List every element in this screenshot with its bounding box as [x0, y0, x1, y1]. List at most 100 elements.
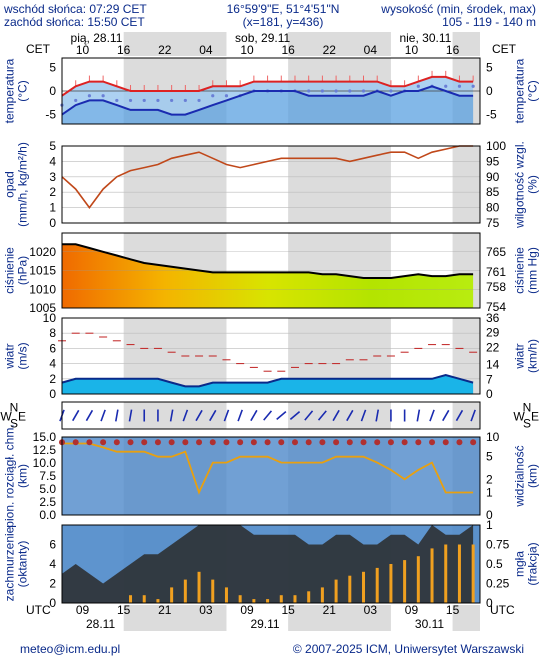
temp-ylabel-left: temperatura (°C): [3, 58, 30, 123]
cloud-ceiling-dot: [168, 439, 175, 446]
fog-bar: [307, 591, 311, 603]
cloud-ceiling-dot: [264, 439, 271, 446]
cloud-ceiling-dot: [346, 439, 353, 446]
sunrise-text: wschód słońca: 07:29 CET: [3, 2, 147, 16]
cloud-ylabel-left-line-1: (oktanty): [16, 541, 30, 588]
cloud-ceiling-dot: [360, 439, 367, 446]
fog-bar: [224, 587, 228, 603]
sunset-text: zachód słońca: 15:50 CET: [4, 15, 145, 29]
visibility-ylabel-right: widzialność (km): [513, 445, 540, 507]
dewpoint-point: [348, 89, 352, 93]
timezone-bottom-left: UTC: [26, 603, 51, 617]
fog-bar: [266, 599, 270, 603]
fog-bar: [183, 579, 187, 603]
cet-tick-9: 16: [446, 43, 460, 57]
fog-bar: [430, 548, 434, 603]
cloud-ceiling-dot: [305, 439, 312, 446]
cloud-ceiling-dot: [223, 439, 230, 446]
wind-direction-arrow: [237, 409, 243, 422]
utc-tick-0: 09: [76, 603, 90, 617]
cloud-ceiling-dot: [429, 439, 436, 446]
top-day-label-1: sob, 29.11: [235, 31, 290, 45]
fog-bar: [471, 544, 475, 603]
visibility-ytick-right-2: 2: [486, 472, 493, 486]
cloud-ceiling-dot: [333, 439, 340, 446]
night-band-precipitation_humidity-2: [452, 146, 480, 223]
wind-direction-arrow: [455, 409, 464, 422]
fog-ylabel-right: mgła (frakcja): [513, 542, 540, 585]
fog-bar: [238, 595, 242, 603]
panel-frame-cloud_fog: [61, 524, 481, 604]
panel-frame-temperature: [61, 57, 481, 125]
dewpoint-point: [74, 98, 78, 103]
footer-email[interactable]: meteo@icm.edu.pl: [20, 642, 120, 656]
coords-text: 16°59'9"E, 51°4'51"N: [227, 2, 340, 16]
ceiling-ylabel-left: pion. rozciągł. chm. (km): [3, 424, 30, 527]
precip-ytick-left-2: 2: [49, 185, 56, 199]
fog-ytick-right-2: 0.5: [486, 557, 503, 571]
pressure-mmhg-ytick-right-3: 765: [486, 245, 506, 259]
cloud-ylabel-left-line-0: zachmurzenie: [3, 526, 17, 601]
pressure-ytick-left-3: 1020: [29, 245, 56, 259]
compass-e-0: E: [18, 410, 26, 424]
wind-ytick-left-3: 6: [49, 341, 56, 355]
fog-ytick-right-0: 0: [486, 596, 493, 610]
cet-tick-8: 10: [405, 43, 419, 57]
temp-ytick-left-2: 5: [49, 60, 56, 74]
cloud-ytick-left-2: 4: [49, 557, 56, 571]
dewpoint-point: [156, 98, 160, 103]
visibility-ylabel-right-line-1: (km): [526, 464, 540, 488]
dewpoint-point: [211, 94, 215, 98]
fog-bar: [334, 579, 338, 603]
cloud-ceiling-dot: [442, 439, 449, 446]
wind-direction-arrow: [223, 409, 230, 422]
temp-max-line: [61, 75, 474, 97]
humidity-ylabel-right-line-0: wilgotność wzgl.: [513, 141, 527, 229]
cloud-ytick-left-1: 2: [49, 577, 56, 591]
night-band-precipitation_humidity-0: [123, 146, 227, 223]
wind-direction-arrow: [470, 409, 476, 422]
fog-bar: [375, 567, 379, 603]
timezone-top-left: CET: [26, 42, 51, 56]
pressure-ytick-left-1: 1010: [29, 282, 56, 296]
pressure-mmhg-ytick-right-2: 761: [486, 265, 506, 279]
wind-direction-arrow: [182, 409, 189, 422]
temp-ylabel-right-line-1: (°C): [526, 80, 540, 101]
wind-kmh-ytick-right-0: 0: [486, 387, 493, 401]
altitude-values: 105 - 119 - 140 m: [442, 15, 536, 29]
pressure-line: [62, 243, 474, 279]
fog-bar: [129, 595, 133, 603]
utc-tick-8: 09: [405, 603, 419, 617]
humidity-line: [61, 145, 474, 209]
pressure-ylabel-left: ciśnienie (hPa): [3, 247, 30, 294]
temp-ylabel-left-line-1: (°C): [16, 80, 30, 101]
wind-ylabel-left-line-0: wiatr: [3, 343, 17, 369]
fog-bar: [293, 595, 297, 603]
wind-direction-arrow: [276, 411, 287, 420]
wind-direction-arrow: [195, 409, 203, 422]
cloud-ceiling-dot: [415, 439, 422, 446]
compass-e-1: E: [531, 410, 539, 424]
dewpoint-point: [224, 94, 229, 98]
cloud-ceiling-dot: [374, 439, 381, 446]
ceiling-ylabel-left-line-0: pion. rozciągł. chm.: [3, 424, 17, 527]
pressure-ylabel-right: ciśnienie (mm Hg): [513, 247, 540, 294]
fog-bar: [362, 571, 366, 603]
wind-direction-arrow: [250, 409, 258, 422]
humidity-ylabel-right: wilgotność wzgl. (%): [513, 141, 540, 229]
cloud-ceiling-dot: [113, 439, 120, 446]
bottom-day-label-2: 30.11: [415, 617, 444, 631]
cloud-ceiling-dot: [100, 439, 107, 446]
panel-frame-pressure: [61, 232, 481, 309]
fog-bar: [416, 556, 420, 603]
humidity-ytick-right-1: 80: [486, 201, 500, 215]
dewpoint-point: [307, 89, 311, 93]
cloud-ceiling-dot: [456, 439, 463, 446]
humidity-ytick-right-4: 95: [486, 154, 500, 168]
fog-bar: [252, 599, 256, 603]
dewpoint-point: [334, 89, 338, 93]
utc-tick-7: 03: [364, 603, 378, 617]
wind-direction-arrow: [72, 409, 80, 422]
fog-bar: [197, 571, 201, 603]
wind-direction-arrow: [429, 409, 435, 422]
